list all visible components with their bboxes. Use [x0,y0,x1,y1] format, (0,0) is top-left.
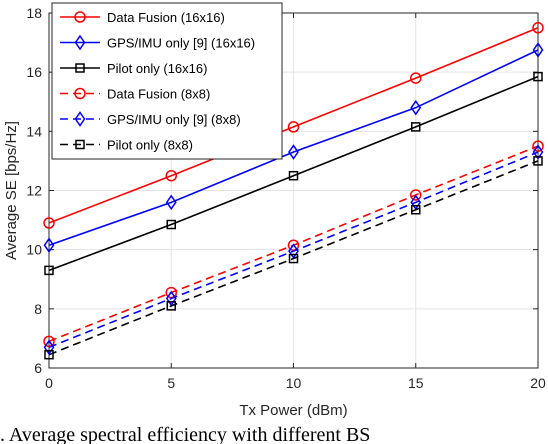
y-tick-label: 16 [26,64,42,80]
series-line [48,75,539,272]
series-marker-square [288,170,299,181]
series-marker-circle [43,217,55,229]
legend-entry-label: Data Fusion (8x8) [107,87,210,102]
series-marker-circle [43,335,55,348]
series-marker-square [44,265,54,276]
series-marker-square [288,253,299,264]
legend: Data Fusion (16x16) GPS/IMU only [9] (16x… [51,2,283,160]
series-marker-circle [532,22,544,34]
series-marker-circle [287,239,300,251]
legend-entry: GPS/IMU only [9] (16x16) [60,34,255,51]
series-marker-square [44,349,54,360]
series-line [48,160,539,356]
y-axis-title: Average SE [bps/Hz] [3,121,20,260]
x-tick-label: 0 [45,375,53,391]
series-marker-diamond [165,194,177,211]
series-marker-square [166,219,176,230]
y-tick-label: 10 [26,242,42,258]
legend-box [51,2,283,160]
legend-entry: GPS/IMU only [9] (8x8) [60,111,241,127]
series-marker-diamond [165,290,177,307]
series-marker-diamond [410,99,422,116]
series-marker-square [533,156,543,166]
series-marker-diamond [74,111,86,127]
legend-entry-label: Pilot only (16x16) [107,61,207,76]
series-group [43,22,544,229]
series-marker-square [533,71,543,82]
series-marker-circle [532,140,544,152]
y-tick-label: 18 [26,5,42,21]
x-tick-label: 20 [530,375,546,391]
series-line [48,49,539,246]
series-marker-square [75,63,85,73]
series-group [44,156,543,360]
legend-entry: Data Fusion (8x8) [60,87,210,102]
legend-entry-label: Data Fusion (16x16) [107,10,225,25]
series-marker-circle [410,72,422,84]
legend-entry-label: GPS/IMU only [9] (16x16) [107,36,255,51]
legend-entry: Pilot only (16x16) [60,61,207,76]
series-marker-circle [74,87,86,100]
series-marker-square [166,301,176,311]
series-group [43,42,544,254]
series-marker-circle [410,189,422,201]
y-tick-label: 14 [26,123,42,139]
y-tick-label: 6 [34,360,42,376]
series-marker-square [75,139,85,150]
legend-entry: Pilot only (8x8) [60,138,193,153]
series-marker-circle [74,11,86,23]
series-marker-diamond [410,194,422,211]
legend-entry-label: Pilot only (8x8) [107,138,193,153]
series-lines [43,22,544,360]
legend-entry-label: GPS/IMU only [9] (8x8) [107,112,241,127]
series-group [44,71,543,276]
series-marker-square [411,122,421,132]
figure-caption-fragment: 4. Average spectral efficiency with diff… [0,424,370,444]
x-tick-label: 10 [286,375,302,391]
y-tick-label: 12 [26,183,42,199]
y-tick-label: 8 [34,301,42,317]
series-line [48,151,539,349]
series-marker-diamond [532,144,544,160]
series-marker-square [411,204,421,215]
series-marker-diamond [532,42,544,58]
series-marker-diamond [288,243,299,259]
x-axis-title: Tx Power (dBm) [239,402,347,419]
axis-ticks: 0 5 10 15 20 6 8 10 12 14 16 18 [26,5,546,391]
series-marker-diamond [74,34,86,51]
series-marker-diamond [288,144,299,160]
legend-entry: Data Fusion (16x16) [60,10,225,25]
x-tick-label: 15 [408,375,424,391]
series-group [43,144,544,356]
series-line [48,27,539,224]
series-marker-diamond [43,237,55,254]
x-tick-label: 5 [167,375,175,391]
series-marker-circle [165,169,177,182]
series-marker-diamond [43,339,55,356]
series-marker-circle [165,286,177,299]
series-marker-circle [287,121,300,133]
